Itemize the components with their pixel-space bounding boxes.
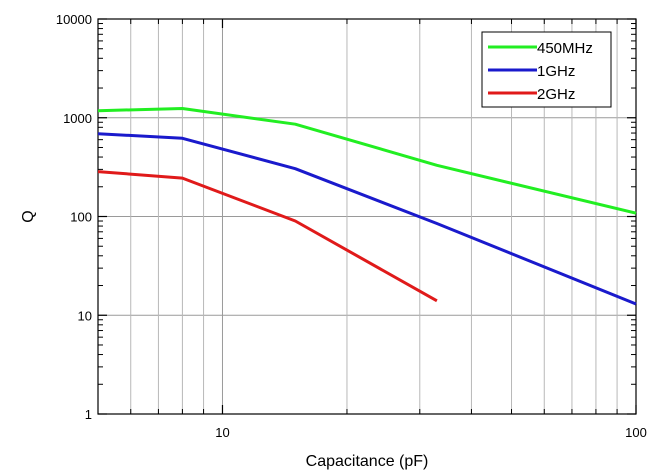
y-tick-label: 1	[85, 407, 92, 422]
y-tick-label: 10000	[56, 12, 92, 27]
y-tick-label: 10	[78, 308, 92, 323]
legend-label: 1GHz	[537, 63, 575, 80]
series-line-450mhz	[97, 107, 637, 215]
y-tick-label: 100	[70, 210, 92, 225]
y-tick-label: 1000	[63, 111, 92, 126]
x-axis-title: Capacitance (pF)	[306, 453, 429, 470]
series-line-1ghz	[97, 132, 637, 306]
axis-ticks: 1 10 100 1000 10000 10 100	[56, 12, 647, 440]
series-line-2ghz	[97, 170, 438, 303]
series-lines	[97, 107, 637, 306]
x-tick-label: 100	[625, 425, 647, 440]
legend-label: 450MHz	[537, 40, 593, 57]
legend: 450MHz 1GHz 2GHz	[481, 31, 612, 108]
x-tick-label: 10	[215, 425, 229, 440]
legend-label: 2GHz	[537, 86, 575, 103]
y-axis-title: Q	[20, 210, 37, 222]
